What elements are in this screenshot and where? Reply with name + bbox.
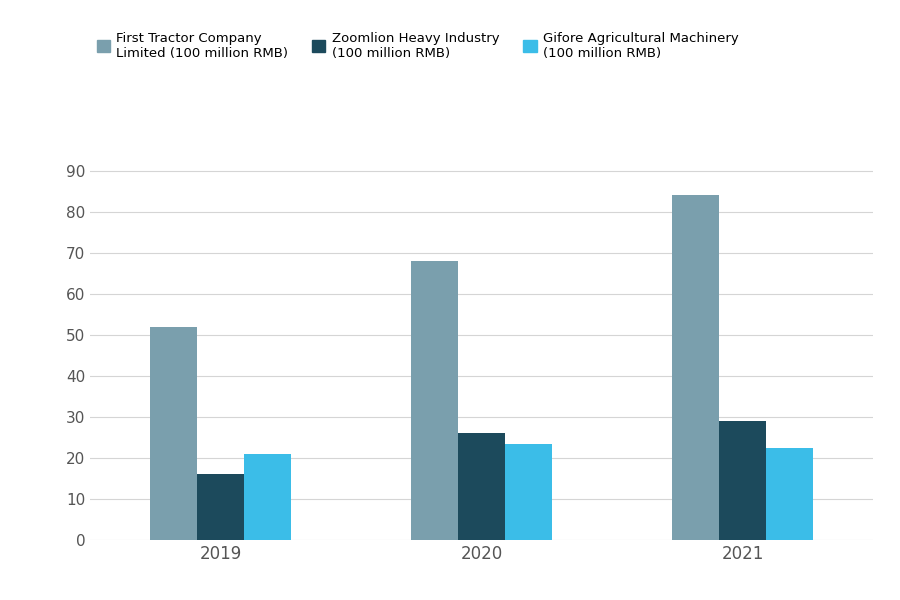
Legend: First Tractor Company
Limited (100 million RMB), Zoomlion Heavy Industry
(100 mi: First Tractor Company Limited (100 milli… bbox=[96, 32, 739, 60]
Bar bbox=[766, 448, 813, 540]
Bar bbox=[244, 454, 291, 540]
Bar bbox=[505, 443, 552, 540]
Bar bbox=[672, 195, 719, 540]
Bar bbox=[197, 475, 244, 540]
Bar bbox=[411, 261, 458, 540]
Bar bbox=[150, 326, 197, 540]
Bar bbox=[458, 433, 505, 540]
Bar bbox=[719, 421, 766, 540]
